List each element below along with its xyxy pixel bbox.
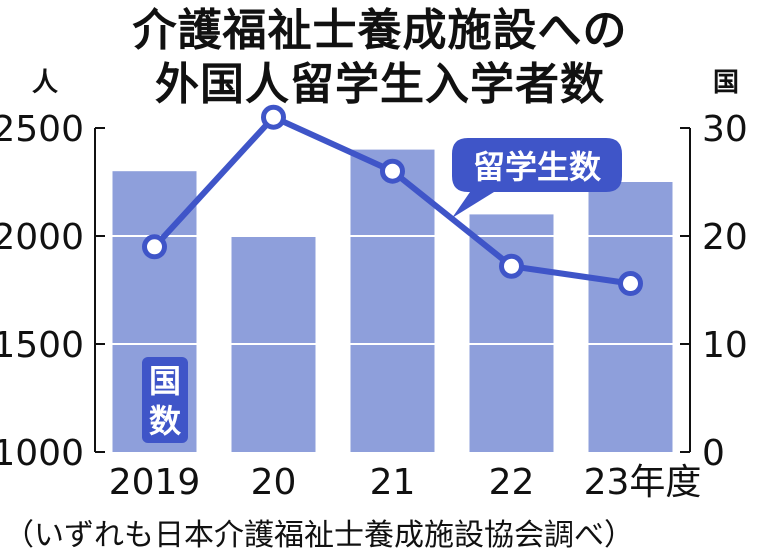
- right-axis-unit: 国: [713, 68, 740, 98]
- line-point-4: [618, 271, 643, 297]
- bar-3: [469, 214, 554, 452]
- x-tick-label: 20: [251, 462, 297, 503]
- right-tick-label: 20: [702, 217, 748, 258]
- chart-title-line2: 外国人留学生入学者数: [155, 59, 605, 110]
- left-axis-unit: 人: [32, 68, 59, 98]
- line-label-callout: [452, 138, 622, 218]
- right-tick-label: 30: [702, 109, 748, 150]
- bar-series-label: 国: [149, 362, 181, 400]
- line-point-3: [499, 253, 524, 279]
- right-tick-label: 0: [702, 433, 725, 474]
- bar-2: [350, 149, 435, 452]
- right-tick-label: 10: [702, 325, 748, 366]
- line-series-label: 留学生数: [473, 148, 602, 186]
- left-tick-label: 1500: [0, 325, 84, 366]
- x-tick-label: 23年度: [584, 462, 702, 503]
- x-tick-label: 22: [489, 462, 535, 503]
- source-note: （いずれも日本介護福祉士養成施設協会調べ）: [4, 518, 634, 553]
- x-tick-label: 21: [370, 462, 416, 503]
- chart-title-line1: 介護福祉士養成施設への: [132, 5, 628, 56]
- x-tick-label: 2019: [109, 462, 201, 503]
- bar-4: [588, 182, 673, 452]
- line-point-1: [261, 104, 286, 130]
- line-point-0: [142, 234, 167, 260]
- line-point-2: [380, 158, 405, 184]
- left-tick-label: 1000: [0, 433, 84, 474]
- left-tick-label: 2500: [0, 109, 84, 150]
- left-tick-label: 2000: [0, 217, 84, 258]
- bar-label-box: [142, 357, 188, 443]
- bar-series-label: 数: [149, 402, 182, 440]
